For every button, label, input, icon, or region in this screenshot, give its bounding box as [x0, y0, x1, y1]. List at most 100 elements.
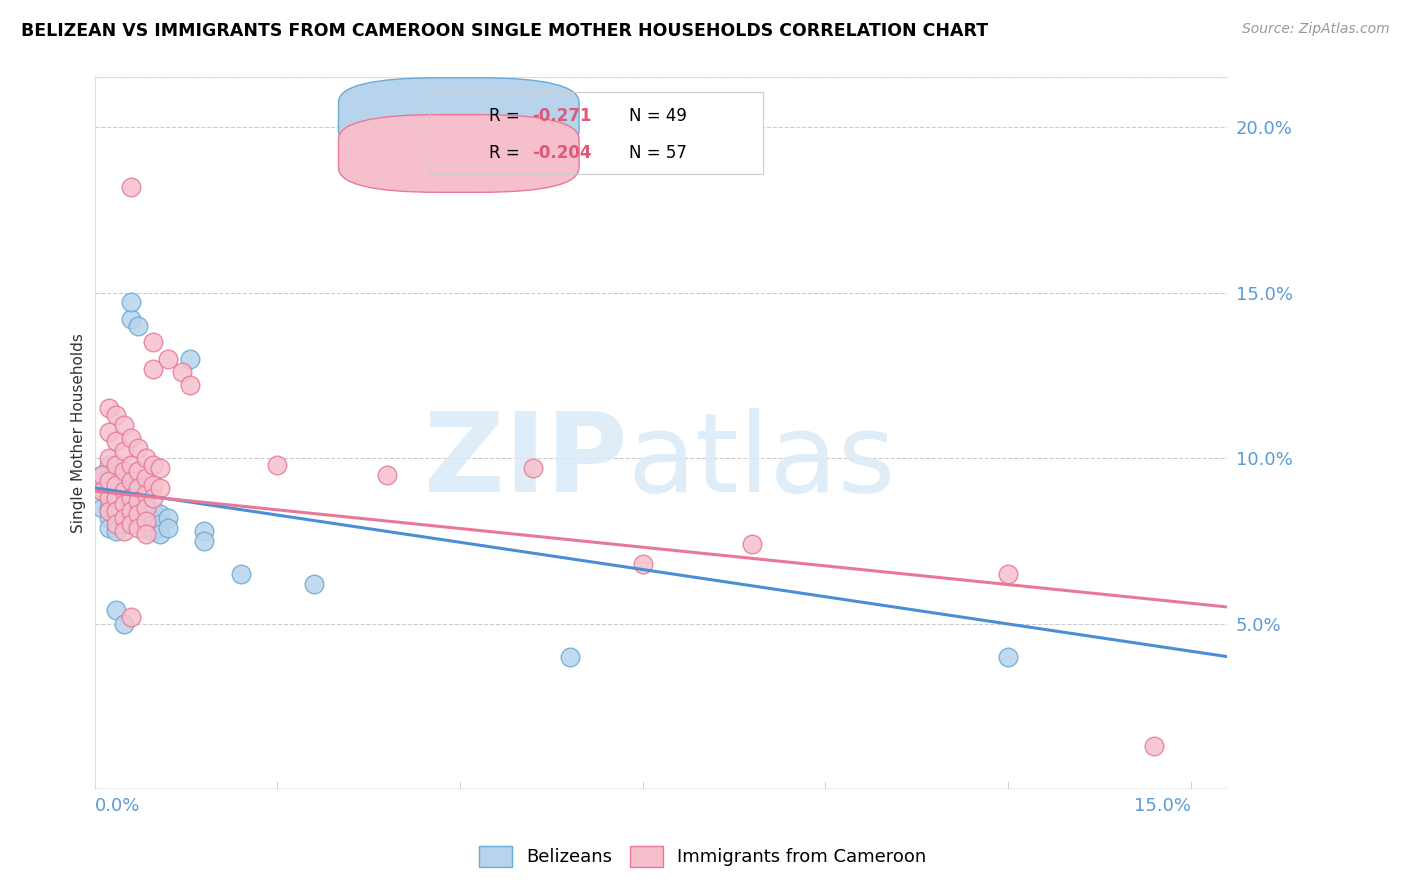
Point: [193, 524, 215, 538]
Point: [558, 649, 581, 664]
Point: [142, 524, 165, 538]
Point: [179, 378, 201, 392]
Point: [105, 491, 128, 505]
Point: [522, 461, 544, 475]
Point: [98, 504, 121, 518]
Point: [112, 444, 135, 458]
Point: [105, 464, 128, 478]
Point: [105, 517, 128, 532]
Point: [741, 537, 763, 551]
Text: atlas: atlas: [627, 409, 896, 516]
Point: [120, 504, 142, 518]
Point: [127, 318, 149, 333]
Point: [149, 527, 172, 541]
Point: [156, 351, 179, 366]
Point: [105, 504, 128, 518]
Point: [127, 481, 149, 495]
Point: [135, 471, 157, 485]
Point: [112, 484, 135, 499]
Point: [135, 497, 157, 511]
Point: [98, 491, 121, 505]
Point: [120, 179, 142, 194]
Point: [120, 312, 142, 326]
Point: [135, 514, 157, 528]
Point: [120, 491, 142, 505]
Point: [120, 474, 142, 488]
Point: [142, 504, 165, 518]
Point: [997, 649, 1019, 664]
Point: [98, 401, 121, 416]
Point: [149, 517, 172, 532]
Y-axis label: Single Mother Households: Single Mother Households: [72, 334, 86, 533]
Point: [135, 500, 157, 515]
Point: [98, 458, 121, 472]
Point: [112, 524, 135, 538]
Point: [105, 477, 128, 491]
Point: [98, 481, 121, 495]
Point: [135, 487, 157, 501]
Point: [105, 477, 128, 491]
Point: [105, 434, 128, 449]
Point: [156, 510, 179, 524]
Point: [127, 520, 149, 534]
Point: [105, 408, 128, 422]
Point: [135, 451, 157, 466]
Point: [127, 508, 149, 522]
Point: [120, 517, 142, 532]
Point: [1143, 739, 1166, 753]
Text: ZIP: ZIP: [423, 409, 627, 516]
Point: [149, 461, 172, 475]
Point: [127, 517, 149, 532]
Point: [98, 425, 121, 439]
Point: [112, 417, 135, 432]
Point: [98, 474, 121, 488]
Point: [302, 576, 325, 591]
Point: [105, 458, 128, 472]
Point: [120, 458, 142, 472]
Point: [135, 510, 157, 524]
Legend: Belizeans, Immigrants from Cameroon: Belizeans, Immigrants from Cameroon: [472, 838, 934, 874]
Point: [120, 491, 142, 505]
Point: [120, 504, 142, 518]
Point: [105, 603, 128, 617]
Point: [120, 295, 142, 310]
Text: Source: ZipAtlas.com: Source: ZipAtlas.com: [1241, 22, 1389, 37]
Point: [135, 527, 157, 541]
Point: [229, 566, 252, 581]
Point: [112, 616, 135, 631]
Text: BELIZEAN VS IMMIGRANTS FROM CAMEROON SINGLE MOTHER HOUSEHOLDS CORRELATION CHART: BELIZEAN VS IMMIGRANTS FROM CAMEROON SIN…: [21, 22, 988, 40]
Point: [142, 514, 165, 528]
Point: [98, 520, 121, 534]
Point: [105, 491, 128, 505]
Point: [98, 491, 121, 505]
Point: [172, 365, 194, 379]
Point: [127, 508, 149, 522]
Point: [127, 464, 149, 478]
Point: [142, 458, 165, 472]
Point: [112, 471, 135, 485]
Point: [90, 467, 112, 482]
Point: [112, 510, 135, 524]
Point: [90, 467, 112, 482]
Point: [98, 500, 121, 515]
Point: [98, 510, 121, 524]
Point: [127, 494, 149, 508]
Point: [98, 471, 121, 485]
Point: [90, 500, 112, 515]
Text: 15.0%: 15.0%: [1133, 797, 1191, 814]
Point: [142, 335, 165, 350]
Point: [997, 566, 1019, 581]
Point: [156, 520, 179, 534]
Point: [149, 481, 172, 495]
Point: [112, 484, 135, 499]
Point: [142, 491, 165, 505]
Point: [98, 451, 121, 466]
Point: [112, 517, 135, 532]
Point: [120, 431, 142, 445]
Point: [105, 500, 128, 515]
Point: [127, 441, 149, 455]
Point: [142, 361, 165, 376]
Point: [112, 497, 135, 511]
Point: [120, 610, 142, 624]
Text: 0.0%: 0.0%: [94, 797, 141, 814]
